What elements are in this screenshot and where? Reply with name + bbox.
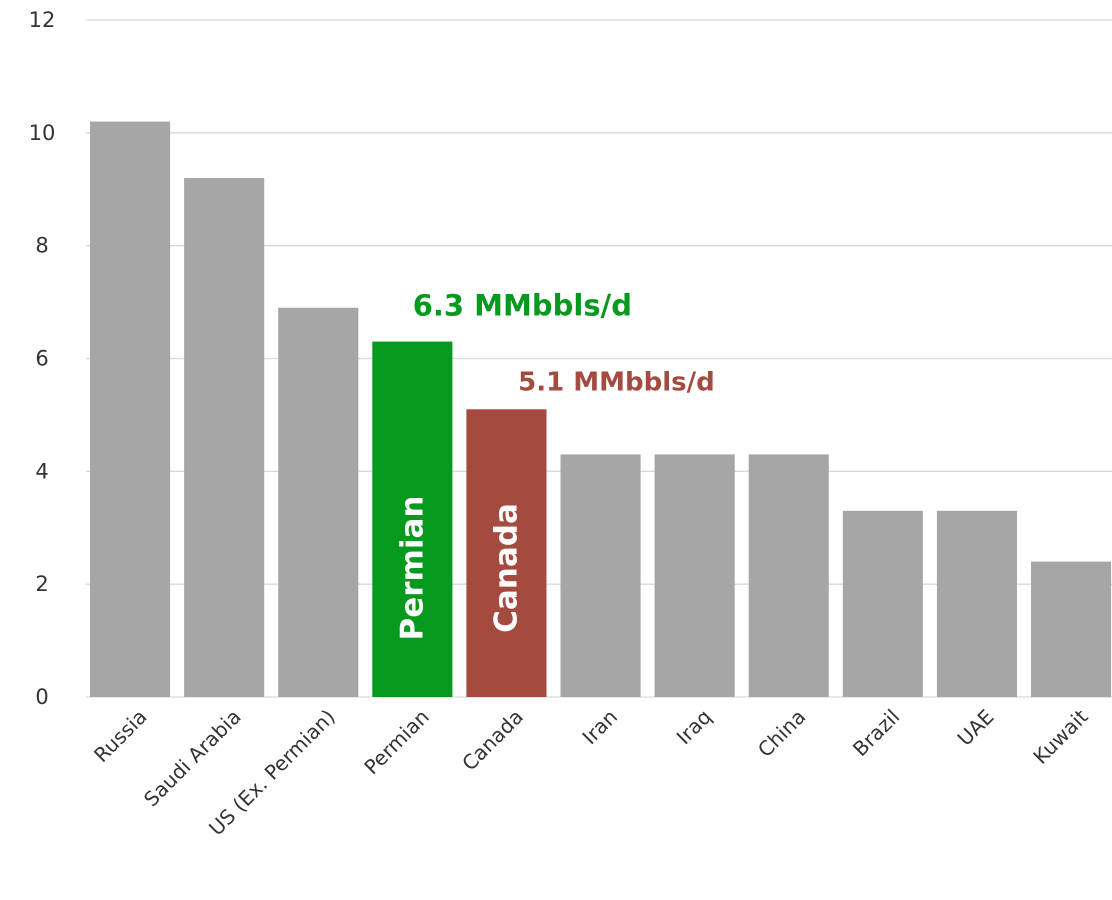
x-tick-label: Saudi Arabia bbox=[139, 705, 246, 812]
bars bbox=[90, 121, 1112, 698]
bar-us-ex-permian bbox=[278, 307, 359, 697]
x-tick-label: China bbox=[753, 705, 810, 762]
bar-china bbox=[748, 454, 829, 697]
y-tick-label: 10 bbox=[29, 121, 56, 145]
x-tick-label: Russia bbox=[89, 705, 151, 767]
y-tick-label: 12 bbox=[29, 8, 56, 32]
x-tick-label: UAE bbox=[953, 705, 999, 751]
bar-inner-label-permian: Permian bbox=[394, 496, 430, 641]
callout-labels: 6.3 MMbbls/d 5.1 MMbbls/d bbox=[413, 289, 715, 398]
x-tick-label: Canada bbox=[457, 705, 528, 776]
bar-permian bbox=[372, 341, 453, 697]
y-tick-label: 4 bbox=[35, 459, 48, 483]
callout-canada: 5.1 MMbbls/d bbox=[518, 367, 715, 397]
bar-saudi-arabia bbox=[184, 177, 265, 697]
bar-iraq bbox=[654, 454, 735, 697]
x-tick-label: Kuwait bbox=[1028, 704, 1092, 768]
callout-permian: 6.3 MMbbls/d bbox=[413, 289, 632, 323]
bar-inner-labels: Permian Canada bbox=[394, 496, 524, 641]
bar-canada bbox=[466, 409, 547, 697]
bar-inner-label-canada: Canada bbox=[488, 503, 524, 633]
bar-russia bbox=[90, 121, 171, 698]
y-axis-tick-labels: 0 2 4 6 8 10 12 bbox=[29, 8, 56, 709]
x-tick-label: Iran bbox=[577, 705, 622, 750]
bar-brazil bbox=[842, 510, 923, 697]
y-tick-label: 8 bbox=[35, 234, 48, 258]
x-tick-label: Permian bbox=[359, 705, 434, 780]
x-tick-label: Iraq bbox=[672, 705, 717, 750]
y-tick-label: 6 bbox=[35, 347, 48, 371]
bar-kuwait bbox=[1031, 561, 1112, 697]
y-tick-label: 0 bbox=[35, 685, 48, 709]
bar-uae bbox=[936, 510, 1017, 697]
y-tick-label: 2 bbox=[35, 572, 48, 596]
bar-iran bbox=[560, 454, 641, 697]
x-tick-label: Brazil bbox=[848, 705, 904, 761]
